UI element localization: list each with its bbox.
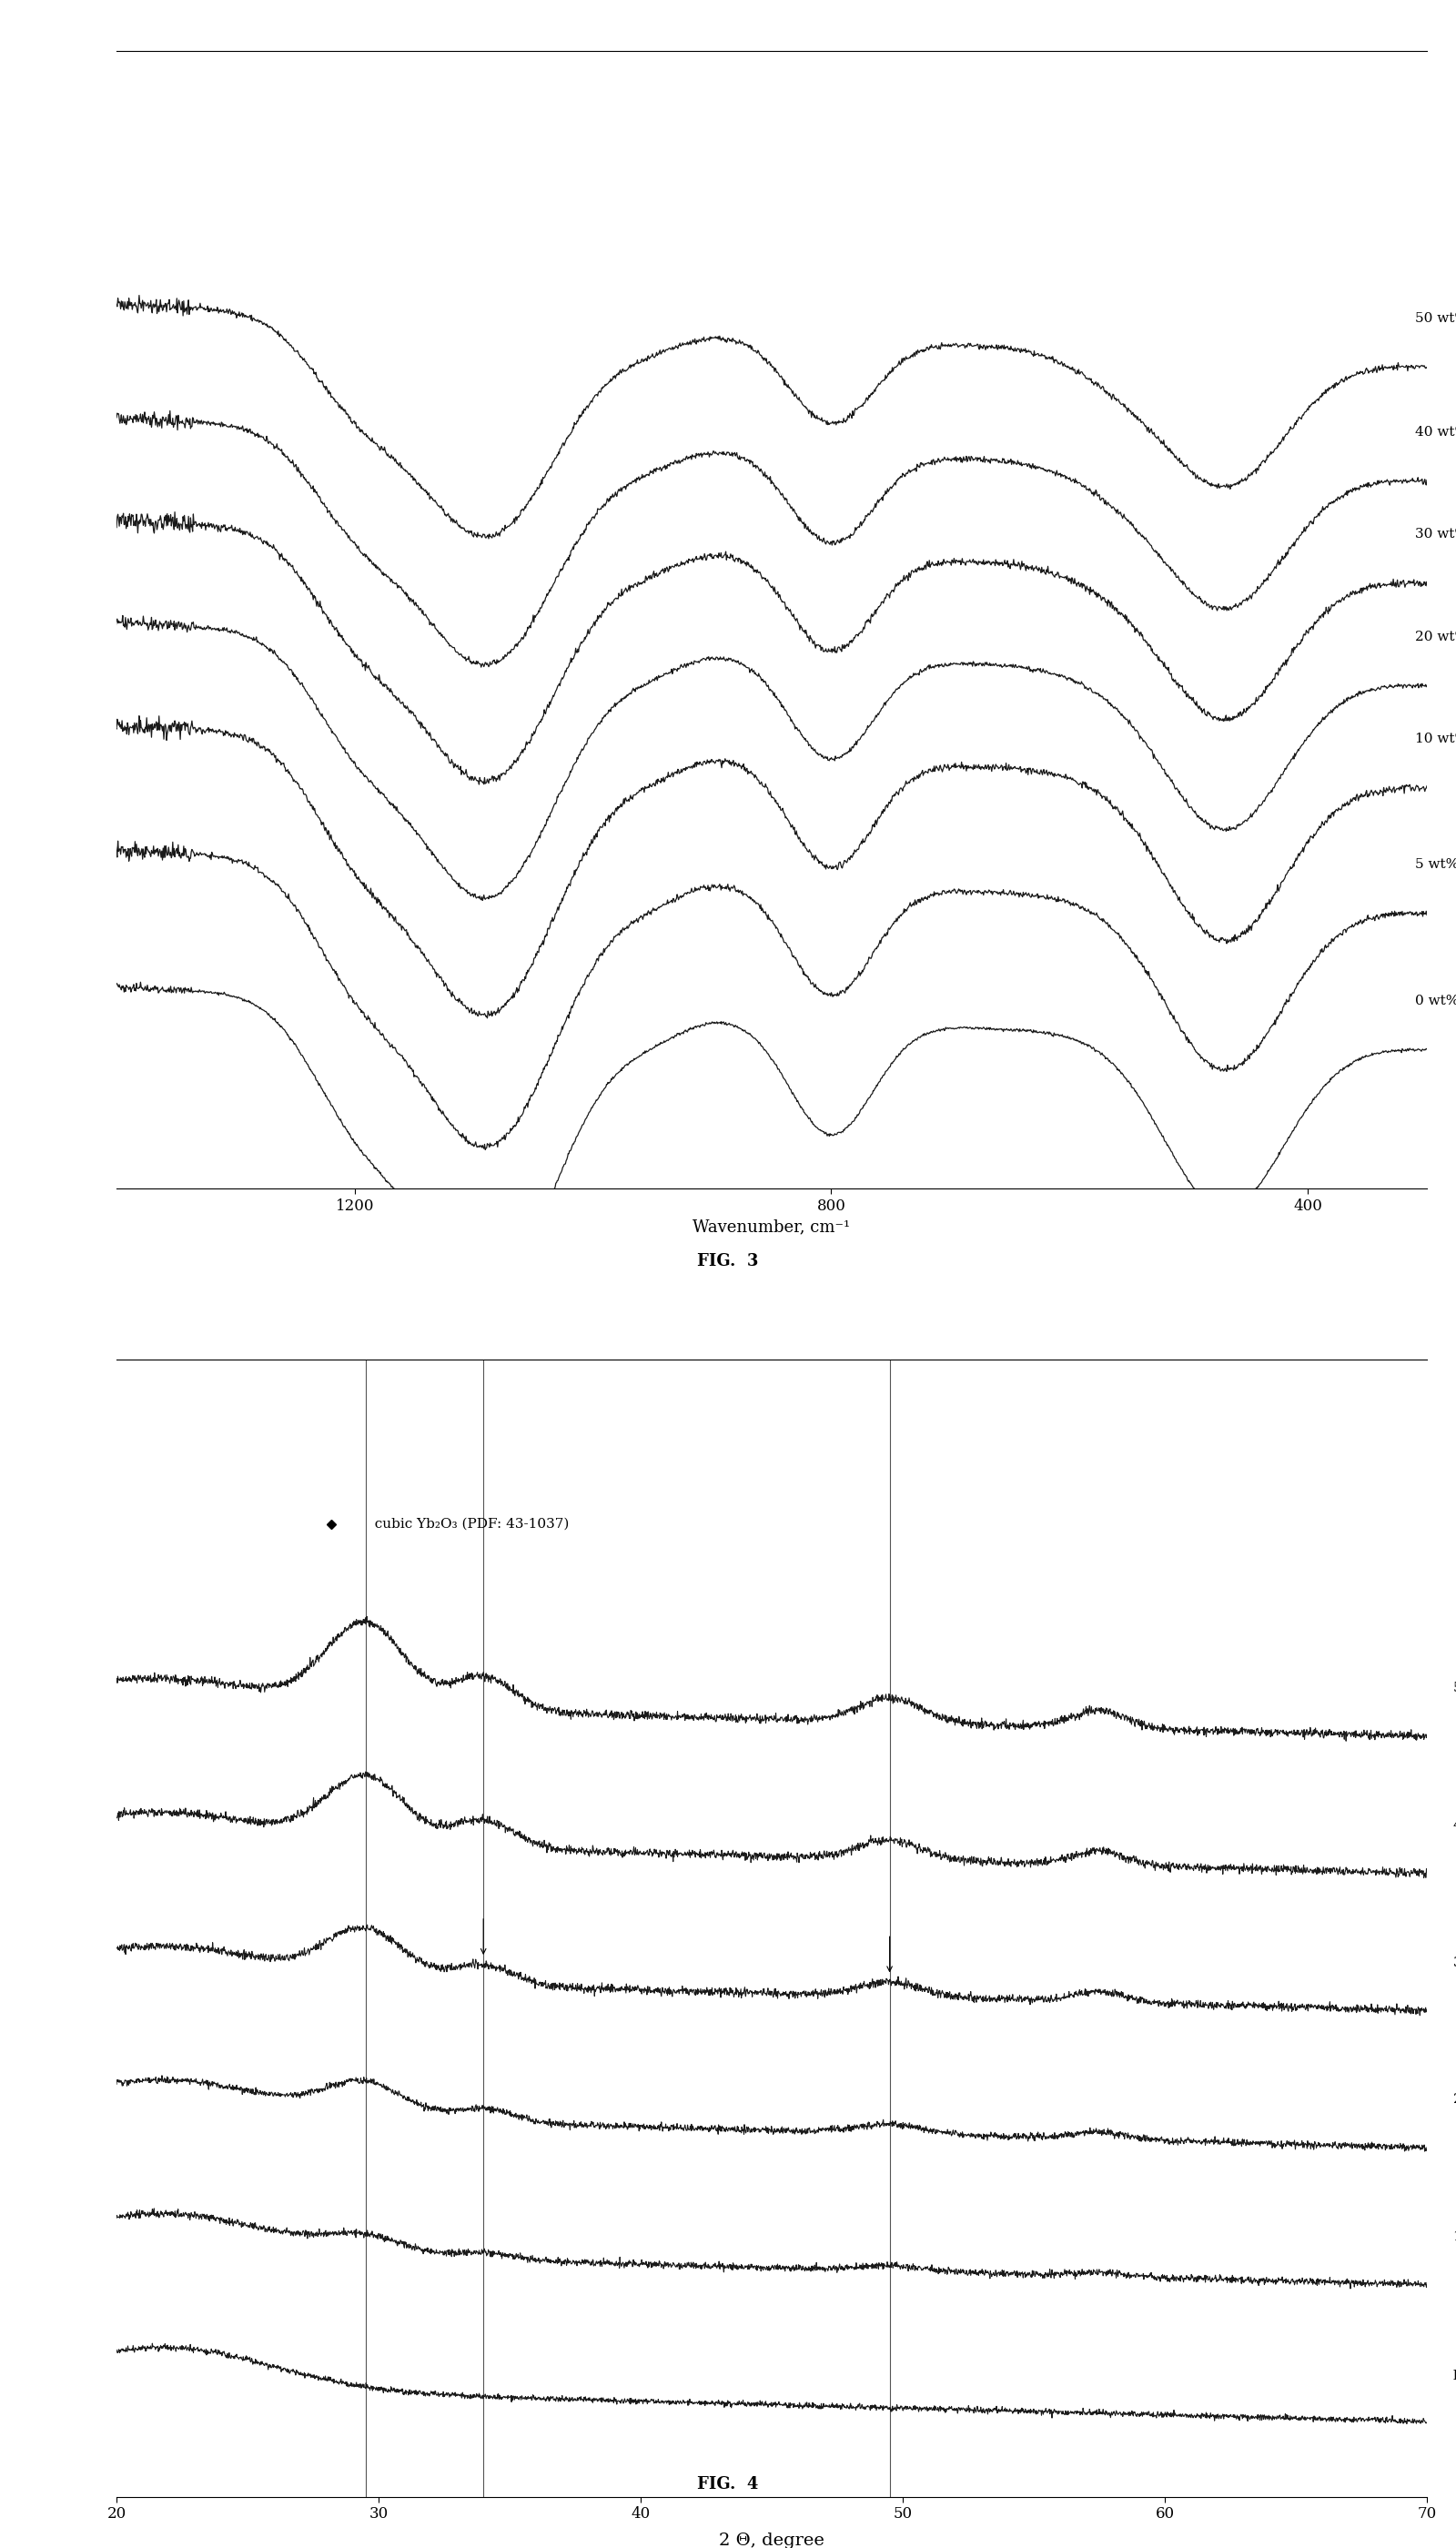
X-axis label: Wavenumber, cm⁻¹: Wavenumber, cm⁻¹ (693, 1218, 850, 1236)
Text: 20wt% Yb₂O₃: 20wt% Yb₂O₃ (1453, 2092, 1456, 2105)
Text: pure SiO₂: pure SiO₂ (1453, 2367, 1456, 2380)
Text: cubic Yb₂O₃ (PDF: 43-1037): cubic Yb₂O₃ (PDF: 43-1037) (365, 1519, 569, 1531)
Text: FIG.  3: FIG. 3 (697, 1254, 759, 1269)
Text: FIG.  4: FIG. 4 (697, 2477, 759, 2492)
Text: 40 wt% Yb₂O₃: 40 wt% Yb₂O₃ (1415, 426, 1456, 438)
Text: 30wt% Yb₂O₃: 30wt% Yb₂O₃ (1453, 1957, 1456, 1970)
Text: 10wt% Yb₂O₃: 10wt% Yb₂O₃ (1453, 2230, 1456, 2242)
Text: 50 wt% Yb₂O₃: 50 wt% Yb₂O₃ (1415, 311, 1456, 324)
Text: 30 wt% Yb₂O₃: 30 wt% Yb₂O₃ (1415, 527, 1456, 540)
Text: 5 wt% Yb₂O₃: 5 wt% Yb₂O₃ (1415, 859, 1456, 871)
Text: 0 wt% Yb₂O₃: 0 wt% Yb₂O₃ (1415, 994, 1456, 1006)
Text: 20 wt% Yb₂O₃: 20 wt% Yb₂O₃ (1415, 629, 1456, 642)
Text: 10 wt% Yb₂O₃: 10 wt% Yb₂O₃ (1415, 734, 1456, 747)
Text: 40wt% Yb₂O₃: 40wt% Yb₂O₃ (1453, 1819, 1456, 1832)
Text: 50wt% Yb₂O₃: 50wt% Yb₂O₃ (1453, 1682, 1456, 1694)
X-axis label: 2 Θ, degree: 2 Θ, degree (719, 2533, 824, 2548)
